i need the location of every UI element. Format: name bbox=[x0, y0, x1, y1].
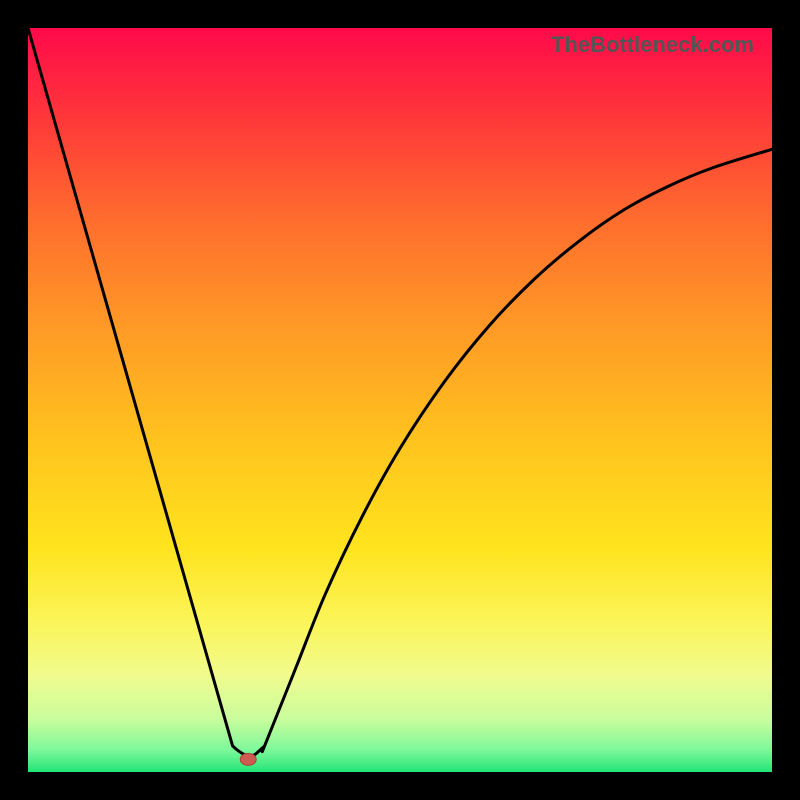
plot-svg bbox=[28, 28, 772, 772]
chart-frame: TheBottleneck.com bbox=[0, 0, 800, 800]
watermark-text: TheBottleneck.com bbox=[551, 32, 754, 58]
gradient-background bbox=[28, 28, 772, 772]
plot-area bbox=[28, 28, 772, 772]
optimum-marker bbox=[240, 753, 256, 765]
